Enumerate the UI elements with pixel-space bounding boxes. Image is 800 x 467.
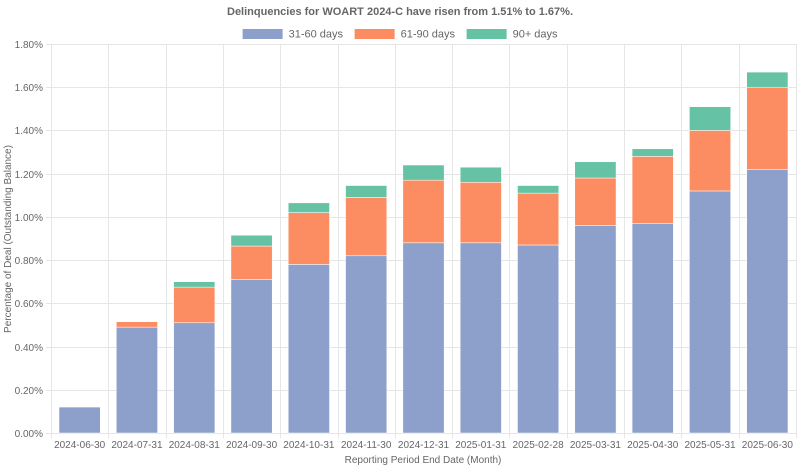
bar-segment-61-90-days[interactable] <box>689 130 731 192</box>
bar-segment-90-days[interactable] <box>288 202 330 213</box>
x-tick-label: 2025-03-31 <box>570 440 622 451</box>
bar-segment-90-days[interactable] <box>345 185 388 198</box>
bar-segment-61-90-days[interactable] <box>345 197 388 257</box>
bar-segment-90-days[interactable] <box>173 281 216 288</box>
legend: 31-60 days 61-90 days 90+ days <box>242 29 558 41</box>
x-tick-label: 2025-01-31 <box>455 440 507 451</box>
bar-segment-31-60-days[interactable] <box>230 279 273 434</box>
y-tick-label: 0.60% <box>15 299 43 310</box>
x-axis-title: Reporting Period End Date (Month) <box>345 455 502 466</box>
bar-segment-31-60-days[interactable] <box>459 242 502 434</box>
bar-segment-90-days[interactable] <box>402 164 445 181</box>
bar-segment-31-60-days[interactable] <box>288 264 330 434</box>
x-tick-label: 2024-12-31 <box>398 440 450 451</box>
bar-segment-31-60-days[interactable] <box>345 255 388 434</box>
bar-segment-90-days[interactable] <box>689 106 731 131</box>
bar-segment-31-60-days[interactable] <box>689 190 731 434</box>
bar-segment-90-days[interactable] <box>746 71 789 88</box>
bar-segment-90-days[interactable] <box>631 148 674 157</box>
y-axis-ticks: 0.00% 0.20% 0.40% 0.60% 0.80% 1.00% 1.20% 1.40%… <box>15 40 43 440</box>
y-tick-label: 1.20% <box>15 170 43 181</box>
x-tick-label: 2024-06-30 <box>54 440 106 451</box>
bar-segment-61-90-days[interactable] <box>517 192 559 246</box>
x-tick-label: 2024-07-31 <box>111 440 163 451</box>
y-tick-label: 1.60% <box>15 83 43 94</box>
x-tick-label: 2025-06-30 <box>742 440 794 451</box>
legend-swatch[interactable] <box>242 29 283 39</box>
bar-segment-90-days[interactable] <box>459 166 502 183</box>
bar-segment-61-90-days[interactable] <box>746 86 789 170</box>
y-tick-label: 1.80% <box>15 40 43 51</box>
y-axis-title: Percentage of Deal (Outstanding Balance) <box>3 145 14 333</box>
bar-segment-31-60-days[interactable] <box>402 242 445 434</box>
legend-label[interactable]: 31-60 days <box>289 29 344 41</box>
bar-segment-90-days[interactable] <box>230 235 273 247</box>
legend-swatch[interactable] <box>354 29 395 39</box>
x-axis-ticks: 2024-06-30 2024-07-31 2024-08-31 2024-09-30… <box>54 440 793 451</box>
y-tick-label: 0.00% <box>15 429 43 440</box>
bar-segment-31-60-days[interactable] <box>173 322 216 434</box>
bar-segment-31-60-days[interactable] <box>517 244 559 434</box>
bar-segment-90-days[interactable] <box>574 161 617 179</box>
legend-label[interactable]: 61-90 days <box>401 29 456 41</box>
x-tick-label: 2024-10-31 <box>283 440 335 451</box>
y-tick-label: 1.00% <box>15 213 43 224</box>
bar-segment-61-90-days[interactable] <box>288 212 330 265</box>
bar-segment-61-90-days[interactable] <box>230 245 273 280</box>
bar-segment-61-90-days[interactable] <box>631 156 674 224</box>
x-tick-label: 2025-05-31 <box>684 440 736 451</box>
bar-segment-61-90-days[interactable] <box>574 177 617 226</box>
bar-segment-61-90-days[interactable] <box>459 182 502 244</box>
x-tick-label: 2025-02-28 <box>513 440 565 451</box>
bar-segment-61-90-days[interactable] <box>116 321 158 328</box>
x-tick-label: 2024-11-30 <box>341 440 392 451</box>
x-tick-label: 2024-09-30 <box>226 440 278 451</box>
bar-segment-31-60-days[interactable] <box>631 223 674 434</box>
chart-title: Delinquencies for WOART 2024-C have rise… <box>227 6 573 18</box>
y-tick-label: 0.20% <box>15 386 43 397</box>
x-tick-label: 2025-04-30 <box>627 440 679 451</box>
x-tick-label: 2024-08-31 <box>169 440 221 451</box>
gridlines <box>46 44 797 438</box>
bar-segment-31-60-days[interactable] <box>58 406 101 434</box>
bar-segment-31-60-days[interactable] <box>574 225 617 434</box>
bar-segment-90-days[interactable] <box>517 185 559 194</box>
bar-segment-61-90-days[interactable] <box>402 179 445 244</box>
y-tick-label: 1.40% <box>15 126 43 137</box>
y-tick-label: 0.80% <box>15 256 43 267</box>
bar-segment-31-60-days[interactable] <box>116 326 158 434</box>
bars <box>58 71 789 434</box>
bar-segment-61-90-days[interactable] <box>173 286 216 324</box>
bar-segment-31-60-days[interactable] <box>746 169 789 434</box>
legend-swatch[interactable] <box>466 29 507 39</box>
legend-label[interactable]: 90+ days <box>513 29 558 41</box>
y-tick-label: 0.40% <box>15 343 43 354</box>
